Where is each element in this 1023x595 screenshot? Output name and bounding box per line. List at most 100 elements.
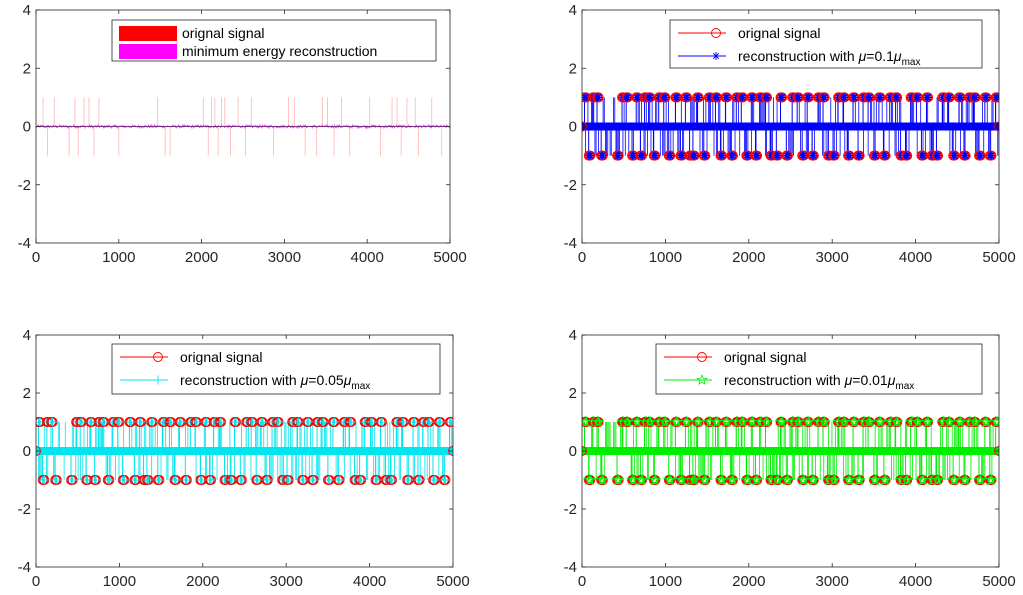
recon-marker (694, 93, 703, 102)
recon-marker (597, 473, 609, 485)
orig-marker (700, 150, 711, 161)
legend-label-text: reconstruction with (724, 372, 845, 388)
y-tick-label: 0 (569, 119, 577, 136)
recon-marker (148, 417, 158, 427)
recon-marker (799, 151, 808, 160)
recon-marker (971, 93, 980, 102)
legend-label: orignal signal (738, 25, 821, 41)
legend-subscript: max (351, 381, 370, 392)
recon-marker (387, 475, 397, 485)
orig-marker (448, 446, 453, 456)
recon-marker (319, 417, 329, 427)
legend-mu-value: =0.05 (308, 372, 344, 388)
x-tick-label: 0 (578, 573, 586, 590)
orig-marker (902, 150, 913, 161)
orig-marker (986, 150, 997, 161)
x-tick-label: 1000 (102, 249, 135, 266)
recon-marker (753, 151, 762, 160)
x-tick-label: 5000 (982, 249, 1015, 266)
legend-mu-symbol: μ (887, 372, 896, 388)
legend-mu-symbol: μ (300, 372, 309, 388)
recon-marker (976, 151, 985, 160)
recon-marker (227, 475, 237, 485)
recon-marker (828, 473, 841, 485)
x-tick-label: 4000 (353, 573, 386, 590)
legend-mu-value: =0.1 (866, 48, 894, 64)
legend-label: minimum energy reconstruction (182, 43, 377, 59)
legend-box (111, 343, 441, 395)
orig-marker (693, 92, 704, 103)
orig-marker (650, 150, 661, 161)
legend-marker (712, 52, 720, 60)
y-tick-label: -2 (18, 177, 31, 194)
x-tick-label: 1000 (649, 573, 682, 590)
orig-marker (660, 92, 671, 103)
orig-marker (728, 150, 738, 161)
recon-marker (612, 473, 625, 485)
legend-mu-symbol: μ (858, 48, 867, 64)
legend-swatch (119, 26, 177, 41)
chart-panel-1: 0 1000 2000 3000 4000 5000 4 2 0 -2 -4 orignal sign… (18, 2, 467, 266)
reconstruction-noise (36, 123, 450, 130)
recon-marker (192, 417, 202, 427)
recon-marker (410, 417, 420, 427)
recon-marker (304, 417, 314, 427)
legend-label: reconstruction with μ=0.05μmax (180, 372, 370, 392)
y-tick-label: -2 (564, 177, 577, 194)
recon-marker (119, 475, 129, 485)
recon-marker (881, 151, 890, 160)
legend-subscript: max (902, 57, 921, 68)
recon-marker (891, 415, 904, 427)
recon-marker (377, 417, 387, 427)
recon-marker (683, 93, 692, 102)
recon-marker (91, 475, 101, 485)
y-tick-label: -4 (18, 559, 31, 576)
orig-marker (637, 150, 647, 161)
recon-marker (176, 417, 186, 427)
legend: orignal signal reconstruction with μ=0.05… (111, 343, 441, 395)
recon-marker (325, 475, 335, 485)
recon-marker (924, 93, 933, 102)
legend-box (655, 343, 983, 395)
y-tick-label: 2 (23, 60, 31, 77)
legend-label-text: reconstruction with (180, 372, 301, 388)
recon-marker (294, 417, 304, 427)
recon-marker (681, 415, 693, 427)
recon-marker (237, 475, 247, 485)
recon-marker (956, 93, 965, 102)
x-tick-label: 2000 (732, 573, 765, 590)
x-tick-label: 0 (32, 573, 40, 590)
recon-marker (840, 93, 849, 102)
legend-box (669, 19, 983, 69)
legend-marker (153, 352, 163, 362)
x-tick-label: 4000 (351, 249, 384, 266)
y-tick-label: 4 (23, 327, 31, 344)
recon-marker (39, 475, 49, 485)
recon-marker (830, 151, 839, 160)
x-tick-label: 1000 (649, 249, 682, 266)
recon-marker (751, 473, 763, 485)
orig-marker (933, 150, 944, 161)
recon-marker (216, 417, 226, 427)
recon-marker (614, 151, 623, 160)
orig-marker (597, 150, 608, 161)
orig-marker (777, 92, 788, 103)
x-tick-label: 3000 (270, 573, 303, 590)
y-tick-label: 0 (23, 443, 31, 460)
x-tick-label: 3000 (816, 573, 849, 590)
recon-marker (166, 417, 176, 427)
recon-marker (727, 473, 739, 485)
x-tick-label: 0 (32, 249, 40, 266)
recon-marker (808, 473, 820, 485)
legend: orignal signal reconstruction with μ=0.1μ… (669, 19, 983, 69)
x-tick-label: 5000 (436, 573, 469, 590)
recon-marker (980, 415, 993, 427)
recon-marker (594, 93, 603, 102)
recon-marker (673, 93, 682, 102)
y-tick-label: -2 (18, 501, 31, 518)
recon-marker (778, 93, 787, 102)
recon-marker (723, 93, 732, 102)
y-tick-label: -4 (18, 235, 31, 252)
recon-marker (584, 473, 597, 485)
recon-marker (309, 475, 319, 485)
